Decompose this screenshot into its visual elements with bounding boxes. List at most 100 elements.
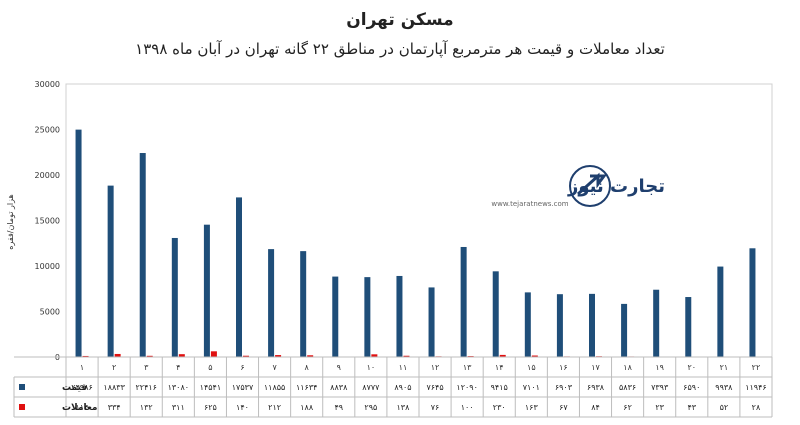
data-label: ۸۷۷۷: [362, 383, 380, 392]
bar-price: [589, 293, 595, 357]
bar-price: [396, 275, 403, 357]
data-label: ۴۳: [687, 403, 696, 412]
category-label: ۲۰: [687, 363, 696, 372]
bar-price: [300, 251, 307, 357]
y-tick-label: 25000: [35, 126, 60, 135]
chart-subtitle: تعداد معاملات و قیمت هر مترمربع آپارتمان…: [135, 40, 665, 59]
data-label: ۱۱۴: [76, 403, 89, 412]
data-label: ۳۳۴: [108, 403, 121, 412]
data-label: ۱۱۸۵۵: [264, 383, 285, 392]
bar-price: [171, 237, 178, 357]
y-tick-label: 10000: [35, 262, 60, 271]
bar-deals: [371, 354, 378, 357]
data-label: ۶۲: [623, 403, 632, 412]
data-label: ۱۰۰: [461, 403, 474, 412]
bar-price: [139, 153, 146, 357]
category-label: ۱۰: [367, 363, 376, 372]
bar-price: [332, 276, 339, 357]
category-label: ۲: [112, 363, 116, 372]
category-label: ۹: [337, 363, 341, 372]
bar-price: [75, 129, 82, 357]
data-label: ۶۹۳۸: [587, 383, 605, 392]
y-axis-label: هزار تومان/فقره: [6, 194, 15, 249]
category-label: ۱۷: [591, 363, 600, 372]
data-label: ۸۴: [591, 403, 600, 412]
category-label: ۱۱: [399, 363, 408, 372]
bar-deals: [275, 355, 282, 357]
data-label: ۲۴۹۸۶: [71, 383, 92, 392]
data-label: ۸۹۰۵: [394, 383, 411, 392]
data-label: ۷۳۹۳: [651, 383, 669, 392]
data-label: ۲۹۵: [364, 403, 377, 412]
data-label: ۳۱۱: [172, 403, 185, 412]
data-label: ۱۶۳: [525, 403, 539, 412]
y-tick-label: 5000: [40, 308, 60, 317]
bar-price: [203, 224, 210, 357]
data-label: ۱۱۹۴۶: [745, 383, 766, 392]
category-label: ۲۱: [720, 363, 729, 372]
y-tick-label: 15000: [35, 217, 60, 226]
data-label: ۱۷۵۳۷: [232, 383, 254, 392]
data-label: ۱۲۰۹۰: [456, 383, 477, 392]
bar-price: [524, 292, 531, 357]
legend-label: قیمت: [62, 383, 87, 393]
data-label: ۲۱۲: [268, 403, 281, 412]
bar-deals: [499, 354, 506, 357]
bar-deals: [307, 355, 314, 357]
data-label: ۶۷: [559, 403, 568, 412]
category-label: ۱۸: [623, 363, 632, 372]
category-label: ۴: [176, 363, 180, 372]
data-label: ۱۴۵۴۱: [200, 383, 221, 392]
data-label: ۶۲۵: [204, 403, 217, 412]
category-label: ۱۲: [431, 363, 440, 372]
data-label: ۹۴۱۵: [491, 383, 508, 392]
data-label: ۱۳۲: [140, 403, 153, 412]
bar-deals: [146, 355, 153, 357]
category-label: ۱: [80, 363, 84, 372]
data-label: ۲۲۴۱۶: [135, 383, 156, 392]
legend-swatch: [19, 404, 25, 410]
data-label: ۵۸۳۶: [619, 383, 636, 392]
data-label: ۷۶۴۵: [426, 383, 443, 392]
bar-price: [107, 185, 114, 357]
legend-swatch: [19, 384, 25, 390]
bar-deals: [210, 351, 217, 357]
category-label: ۱۴: [495, 363, 504, 372]
category-label: ۲۲: [752, 363, 761, 372]
bar-deals: [178, 354, 185, 357]
logo-url: www.tejaratnews.com: [491, 200, 568, 208]
legend-label: معاملات: [62, 403, 97, 413]
category-label: ۳: [144, 363, 149, 372]
bar-price: [364, 277, 371, 357]
logo-text: تجارت نیوز: [567, 176, 665, 197]
category-label: ۱۳: [463, 363, 472, 372]
bar-price: [717, 266, 724, 357]
category-label: ۱۶: [559, 363, 568, 372]
category-label: ۸: [305, 363, 310, 372]
bars-group: [75, 129, 763, 357]
arrow-icon: [576, 172, 607, 196]
data-label: ۲۳۰: [493, 403, 506, 412]
y-tick-label: 30000: [35, 80, 60, 89]
chart-title: مسکن تهران: [346, 10, 453, 30]
bar-price: [749, 248, 756, 357]
bar-price: [556, 294, 563, 357]
bar-price: [492, 271, 499, 357]
data-label: ۱۴۰: [236, 403, 249, 412]
data-label: ۶۹۰۳: [555, 383, 573, 392]
bar-deals: [403, 355, 410, 357]
data-label: ۲۸: [752, 403, 761, 412]
bar-price: [428, 287, 435, 357]
data-label: ۲۳: [655, 403, 664, 412]
category-label: ۱۹: [655, 363, 664, 372]
category-label: ۷: [272, 363, 277, 372]
bar-deals: [82, 355, 89, 357]
data-label: ۹۹۳۸: [715, 383, 733, 392]
data-label: ۷۱۰۱: [523, 383, 540, 392]
logo: تجارت نیوز www.tejaratnews.com: [491, 165, 665, 208]
y-axis-ticks: 050001000015000200002500030000: [35, 80, 60, 362]
data-label: ۵۲: [720, 403, 729, 412]
data-label: ۱۳۰۸۰: [168, 383, 189, 392]
bar-price: [653, 289, 660, 357]
